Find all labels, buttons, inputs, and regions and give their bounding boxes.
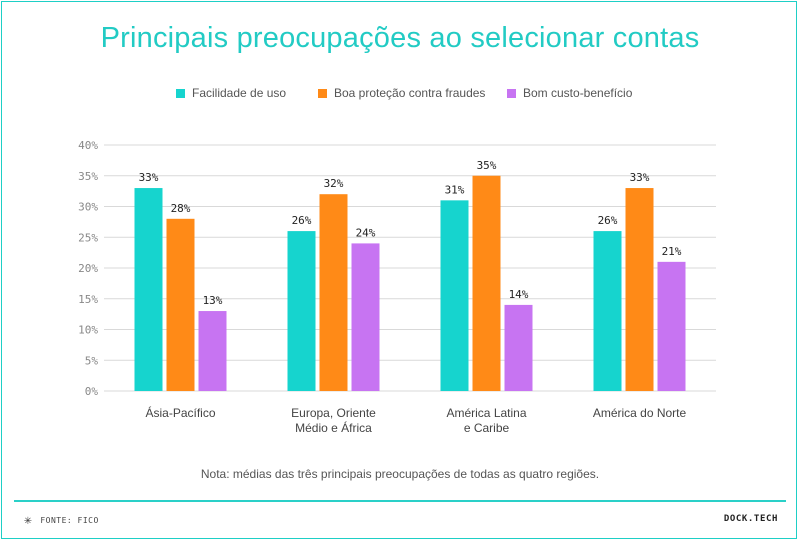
data-label: 13% <box>203 294 223 307</box>
chart-title: Principais preocupações ao selecionar co… <box>100 22 700 54</box>
x-tick-label: e Caribe <box>464 421 510 435</box>
data-label: 26% <box>598 214 618 227</box>
legend: Facilidade de uso Boa proteção contra fr… <box>0 86 800 100</box>
bar <box>351 243 380 391</box>
x-tick-label: Ásia-Pacífico <box>145 405 215 420</box>
bar <box>134 188 163 391</box>
legend-item-custo: Bom custo-benefício <box>507 86 632 100</box>
data-label: 33% <box>139 171 159 184</box>
brand-logo: DOCK.TECH <box>723 514 778 524</box>
bar <box>657 261 686 391</box>
y-tick-label: 15% <box>78 293 98 306</box>
bar <box>287 231 316 391</box>
y-tick-label: 10% <box>78 324 98 337</box>
y-tick-label: 0% <box>85 385 99 398</box>
legend-label: Bom custo-benefício <box>523 86 633 100</box>
bar <box>504 304 533 391</box>
footer-source: ✳ FONTE: FICO <box>24 514 99 527</box>
x-tick-label: Médio e África <box>295 420 372 435</box>
legend-swatch <box>318 88 327 98</box>
y-tick-label: 30% <box>78 201 98 214</box>
y-tick-label: 5% <box>85 354 99 367</box>
x-tick-label: América Latina <box>446 406 526 420</box>
asterisk-icon: ✳ <box>24 513 33 528</box>
data-label: 35% <box>477 159 497 172</box>
bar <box>593 231 622 391</box>
x-tick-label: América do Norte <box>593 406 687 420</box>
bar <box>319 194 348 391</box>
bar <box>198 311 227 391</box>
legend-label: Boa proteção contra fraudes <box>334 86 486 100</box>
footer-divider <box>14 500 786 502</box>
y-tick-label: 20% <box>78 262 98 275</box>
bar <box>625 188 654 391</box>
bar <box>440 200 469 391</box>
x-tick-label: Europa, Oriente <box>291 406 376 420</box>
bar-chart: 0% 5% 10% 15% 20% 25% 30% 35% 40% 33% 28% 13% Ásia-P… <box>78 139 716 435</box>
data-label: 32% <box>324 177 344 190</box>
legend-item-facilidade: Facilidade de uso <box>176 86 286 100</box>
legend-item-protecao: Boa proteção contra fraudes <box>318 86 485 100</box>
chart-note: Nota: médias das três principais preocup… <box>200 467 600 481</box>
bar <box>472 175 501 391</box>
data-label: 24% <box>356 226 376 239</box>
data-label: 33% <box>630 171 650 184</box>
data-label: 26% <box>292 214 312 227</box>
data-label: 14% <box>509 288 529 301</box>
y-tick-label: 25% <box>78 231 98 244</box>
data-label: 21% <box>662 245 682 258</box>
legend-swatch <box>176 88 185 98</box>
y-tick-label: 40% <box>78 139 98 152</box>
source-text: FONTE: FICO <box>40 516 99 525</box>
legend-swatch <box>507 88 516 98</box>
legend-label: Facilidade de uso <box>192 86 287 100</box>
y-tick-label: 35% <box>78 170 98 183</box>
data-label: 28% <box>171 202 191 215</box>
data-label: 31% <box>445 183 465 196</box>
bar <box>166 218 195 391</box>
